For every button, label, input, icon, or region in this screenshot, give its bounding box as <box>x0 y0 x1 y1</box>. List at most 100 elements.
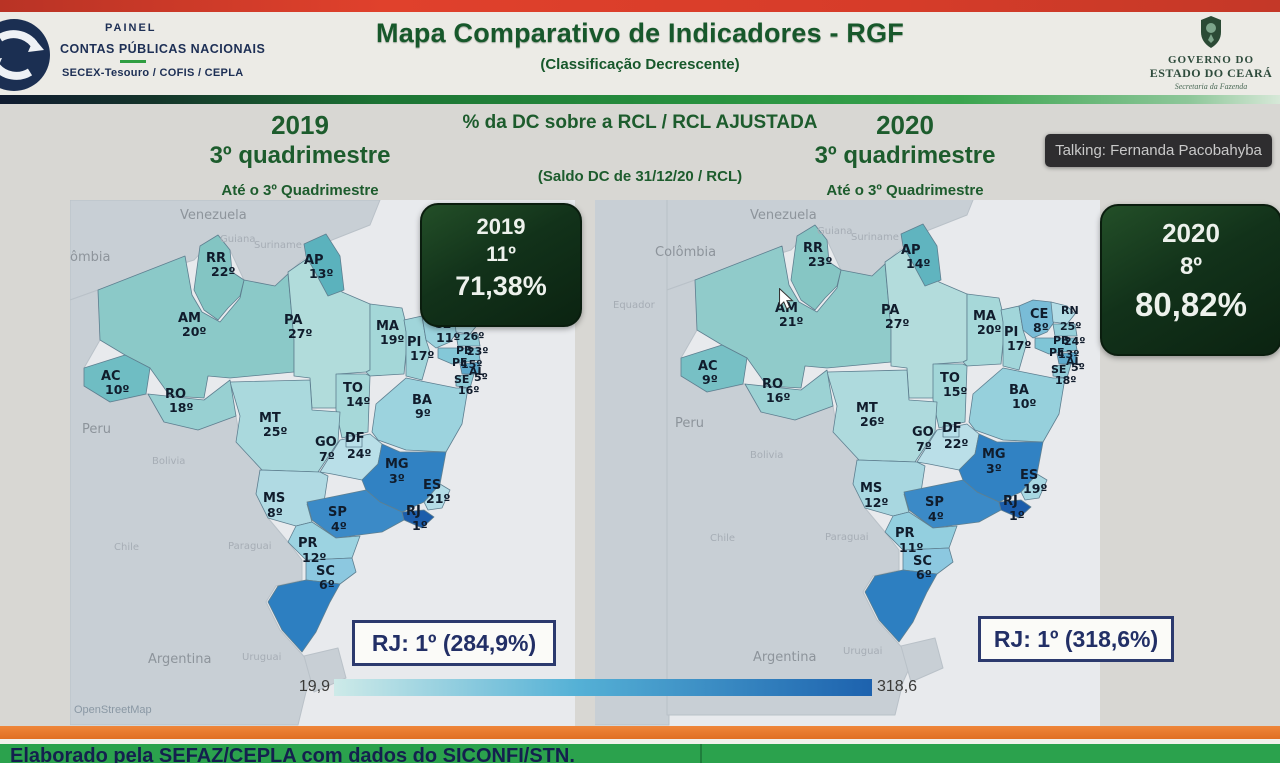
state-rank-label-AL: 5º <box>1071 361 1085 374</box>
state-rank-label-RO: 18º <box>169 400 193 415</box>
mouse-cursor-icon <box>778 287 794 315</box>
orange-stripe <box>0 726 1280 739</box>
legend-gradient-bar <box>334 678 872 696</box>
footer-bar: Elaborado pela SEFAZ/CEPLA com dados do … <box>0 744 1280 763</box>
state-rank-label-SE: 16º <box>458 384 480 397</box>
state-code-label-RJ: RJ <box>406 504 421 519</box>
period-block-2019: 2019 3º quadrimestre Até o 3º Quadrimest… <box>185 110 415 199</box>
header: PAINEL CONTAS PÚBLICAS NACIONAIS SECEX-T… <box>0 12 1280 95</box>
state-rank-label-MA: 19º <box>380 332 404 347</box>
country-label: Uruguai <box>843 646 883 657</box>
state-rank-label-RJ: 1º <box>412 518 428 533</box>
state-rank-label-AC: 10º <box>105 382 129 397</box>
state-AP <box>303 233 345 297</box>
state-rank-label-BA: 10º <box>1012 396 1036 411</box>
state-DF <box>942 425 960 438</box>
state-AP <box>900 223 942 287</box>
logo-text: PAINEL CONTAS PÚBLICAS NACIONAIS SECEX-T… <box>60 22 290 79</box>
state-code-label-GO: GO <box>912 425 934 440</box>
state-code-label-SC: SC <box>316 564 335 579</box>
state-rank-label-RR: 22º <box>211 264 235 279</box>
state-rank-label-GO: 7º <box>916 439 932 454</box>
subheader: 2019 3º quadrimestre Até o 3º Quadrimest… <box>0 104 1280 200</box>
state-PR <box>287 521 361 561</box>
country-label: Chile <box>710 533 736 544</box>
state-TO <box>335 373 371 439</box>
state-code-label-PA: PA <box>284 313 302 328</box>
until-label-2020: Até o 3º Quadrimestre <box>826 182 984 199</box>
state-SE <box>455 373 475 389</box>
ceara-crest-icon <box>1146 16 1276 53</box>
rank-badge-2020: 2020 8º 80,82% <box>1100 204 1280 356</box>
gov-line3: Secretaria da Fazenda <box>1174 82 1248 91</box>
state-code-label-MA: MA <box>973 309 996 324</box>
state-code-label-RN: RN <box>1061 304 1079 317</box>
state-code-label-PE: PE <box>1049 346 1065 359</box>
state-PE <box>1034 337 1078 355</box>
state-SC <box>902 547 954 575</box>
state-code-label-CE: CE <box>1030 307 1048 322</box>
state-code-label-MG: MG <box>982 447 1006 462</box>
state-rank-label-AP: 13º <box>309 266 333 281</box>
state-code-label-MG: MG <box>385 457 409 472</box>
state-RR <box>193 234 245 321</box>
state-rank-label-SE: 18º <box>1055 374 1077 387</box>
state-code-label-PR: PR <box>895 526 915 541</box>
state-rank-label-AP: 14º <box>906 256 930 271</box>
state-code-label-RR: RR <box>803 241 823 256</box>
state-rank-label-SP: 4º <box>928 509 944 524</box>
color-scale-legend: 19,9 318,6 <box>230 678 917 696</box>
gov-line2: ESTADO DO CEARÁ <box>1149 66 1273 80</box>
year-label-2019: 2019 <box>271 110 329 140</box>
state-rank-label-PR: 12º <box>302 550 326 565</box>
state-rank-label-AL: 5º <box>474 371 488 384</box>
state-code-label-SE: SE <box>454 373 469 386</box>
state-code-label-ES: ES <box>1020 468 1038 483</box>
state-rank-label-CE: 8º <box>1033 320 1049 335</box>
state-rank-label-MG: 3º <box>389 471 405 486</box>
state-rank-label-MT: 26º <box>860 414 884 429</box>
state-rank-label-CE: 11º <box>436 330 460 345</box>
metric-label: % da DC sobre a RCL / RCL AJUSTADA <box>462 112 818 133</box>
state-rank-label-PI: 17º <box>410 348 434 363</box>
quarter-label-2020: 3º quadrimestre <box>814 142 996 169</box>
state-code-label-SP: SP <box>328 505 347 520</box>
brazil-map-2020: AM21ºPA27ºMA20ºPI17ºCE8ºRN25ºPB24ºPE13ºA… <box>595 200 1100 726</box>
state-code-label-BA: BA <box>412 393 432 408</box>
legend-max-label: 318,6 <box>877 678 918 695</box>
page-subtitle: (Classificação Decrescente) <box>540 56 740 73</box>
state-code-label-RO: RO <box>165 387 186 402</box>
state-rank-label-MG: 3º <box>986 461 1002 476</box>
state-MS <box>852 459 926 517</box>
state-MA <box>365 303 409 377</box>
state-code-label-GO: GO <box>315 435 337 450</box>
state-code-label-PB: PB <box>456 344 472 357</box>
state-RR <box>790 224 842 311</box>
map-comparison-area: AM20ºPA27ºMA19ºPI17ºCE11ºRN26ºPB23ºPE15º… <box>0 200 1280 726</box>
state-AL <box>459 361 481 375</box>
state-code-label-MS: MS <box>263 491 285 506</box>
state-code-label-PE: PE <box>452 356 468 369</box>
land-neighbor-2 <box>900 637 944 683</box>
logo-underline <box>120 60 146 63</box>
gov-line1: GOVERNO DO <box>1167 54 1255 66</box>
ceara-gov-logo: GOVERNO DO ESTADO DO CEARÁ Secretaria da… <box>1146 12 1276 91</box>
state-rank-label-SP: 4º <box>331 519 347 534</box>
state-rank-label-MT: 25º <box>263 424 287 439</box>
osm-attribution: OpenStreetMap <box>74 704 152 716</box>
state-rank-label-PB: 24º <box>1064 335 1086 348</box>
top-red-bar <box>0 0 1280 12</box>
state-PB <box>455 333 481 347</box>
state-rank-label-MS: 8º <box>267 505 283 520</box>
state-RJ <box>998 499 1032 519</box>
state-code-label-AP: AP <box>901 243 921 258</box>
country-label: Venezuela <box>180 208 247 223</box>
state-AL <box>1056 351 1078 365</box>
country-label: Guiana <box>817 226 853 237</box>
badge-value-2019: 71,38% <box>455 271 547 301</box>
state-rank-label-PB: 23º <box>467 345 489 358</box>
logo-line1: PAINEL <box>105 22 157 34</box>
state-rank-label-SC: 6º <box>916 567 932 582</box>
state-code-label-DF: DF <box>345 431 365 446</box>
state-code-label-MT: MT <box>259 411 281 426</box>
